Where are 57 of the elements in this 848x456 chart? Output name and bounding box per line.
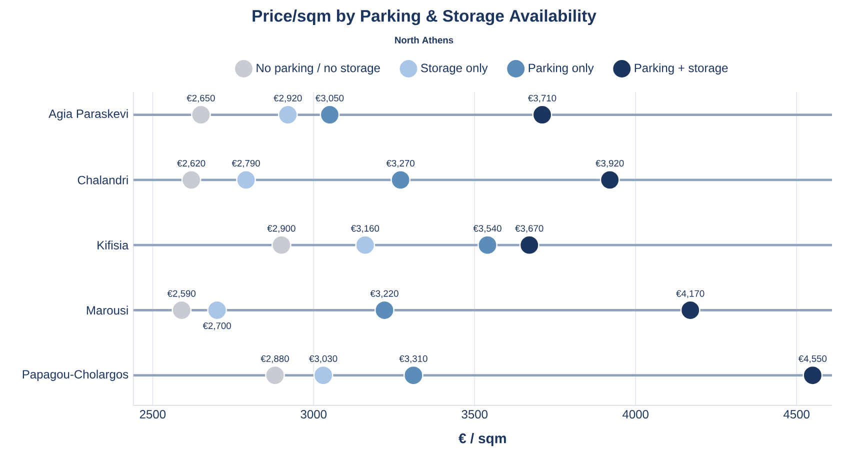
point xyxy=(272,235,292,256)
data-label: €2,790 xyxy=(232,160,260,168)
point xyxy=(802,365,823,386)
y-tick-label: Chalandri xyxy=(78,176,128,184)
point xyxy=(207,300,227,320)
data-label: €2,590 xyxy=(167,290,196,298)
y-tick-label: Agia Paraskevi xyxy=(48,109,128,120)
chart-title: Price/sqm by Parking & Storage Availability xyxy=(252,10,596,26)
point xyxy=(390,170,411,190)
data-label: €3,270 xyxy=(386,160,414,168)
point xyxy=(519,235,540,256)
point xyxy=(236,170,256,190)
legend-label: Parking only xyxy=(528,63,594,75)
data-label: €2,650 xyxy=(186,94,215,103)
point xyxy=(313,365,334,386)
data-label: €3,030 xyxy=(309,355,338,364)
x-tick-label: 3500 xyxy=(462,410,488,419)
data-label: €2,900 xyxy=(267,225,296,233)
legend-label: Parking + storage xyxy=(634,63,728,75)
point xyxy=(600,170,620,190)
point xyxy=(265,365,285,386)
data-label: €3,670 xyxy=(515,225,544,233)
data-label: €3,050 xyxy=(316,94,344,103)
data-label: €3,310 xyxy=(399,355,428,364)
y-tick-label: Marousi xyxy=(86,306,128,315)
x-axis-title: € / sqm xyxy=(458,433,506,446)
point xyxy=(532,104,552,125)
point xyxy=(478,235,498,256)
chart-subtitle: North Athens xyxy=(395,36,454,44)
data-label: €2,920 xyxy=(274,94,302,103)
data-label: €2,700 xyxy=(202,322,231,330)
point xyxy=(320,104,340,125)
point xyxy=(355,235,376,256)
data-label: €4,550 xyxy=(798,355,827,364)
point xyxy=(191,104,211,125)
legend-label: Storage only xyxy=(421,63,488,75)
x-tick-label: 4500 xyxy=(784,410,810,419)
data-label: €3,220 xyxy=(370,290,398,298)
point xyxy=(404,365,424,386)
x-tick-label: 4000 xyxy=(622,410,648,419)
legend-label: No parking / no storage xyxy=(256,63,380,75)
point xyxy=(374,300,394,320)
point xyxy=(172,300,192,320)
x-tick-label: 3000 xyxy=(300,410,327,419)
y-tick-label: Papagou-Cholargos xyxy=(22,370,128,381)
data-label: €2,880 xyxy=(260,355,289,364)
point xyxy=(181,170,202,190)
data-label: €2,620 xyxy=(177,160,206,168)
data-label: €3,160 xyxy=(350,225,380,233)
x-tick-label: 2500 xyxy=(140,410,166,419)
data-label: €3,710 xyxy=(528,94,556,103)
point xyxy=(680,300,700,320)
point xyxy=(278,104,298,125)
data-label: €3,540 xyxy=(473,225,502,233)
y-tick-label: Kifisia xyxy=(98,240,129,250)
data-label: €3,920 xyxy=(596,160,624,168)
data-label: €4,170 xyxy=(676,290,704,298)
